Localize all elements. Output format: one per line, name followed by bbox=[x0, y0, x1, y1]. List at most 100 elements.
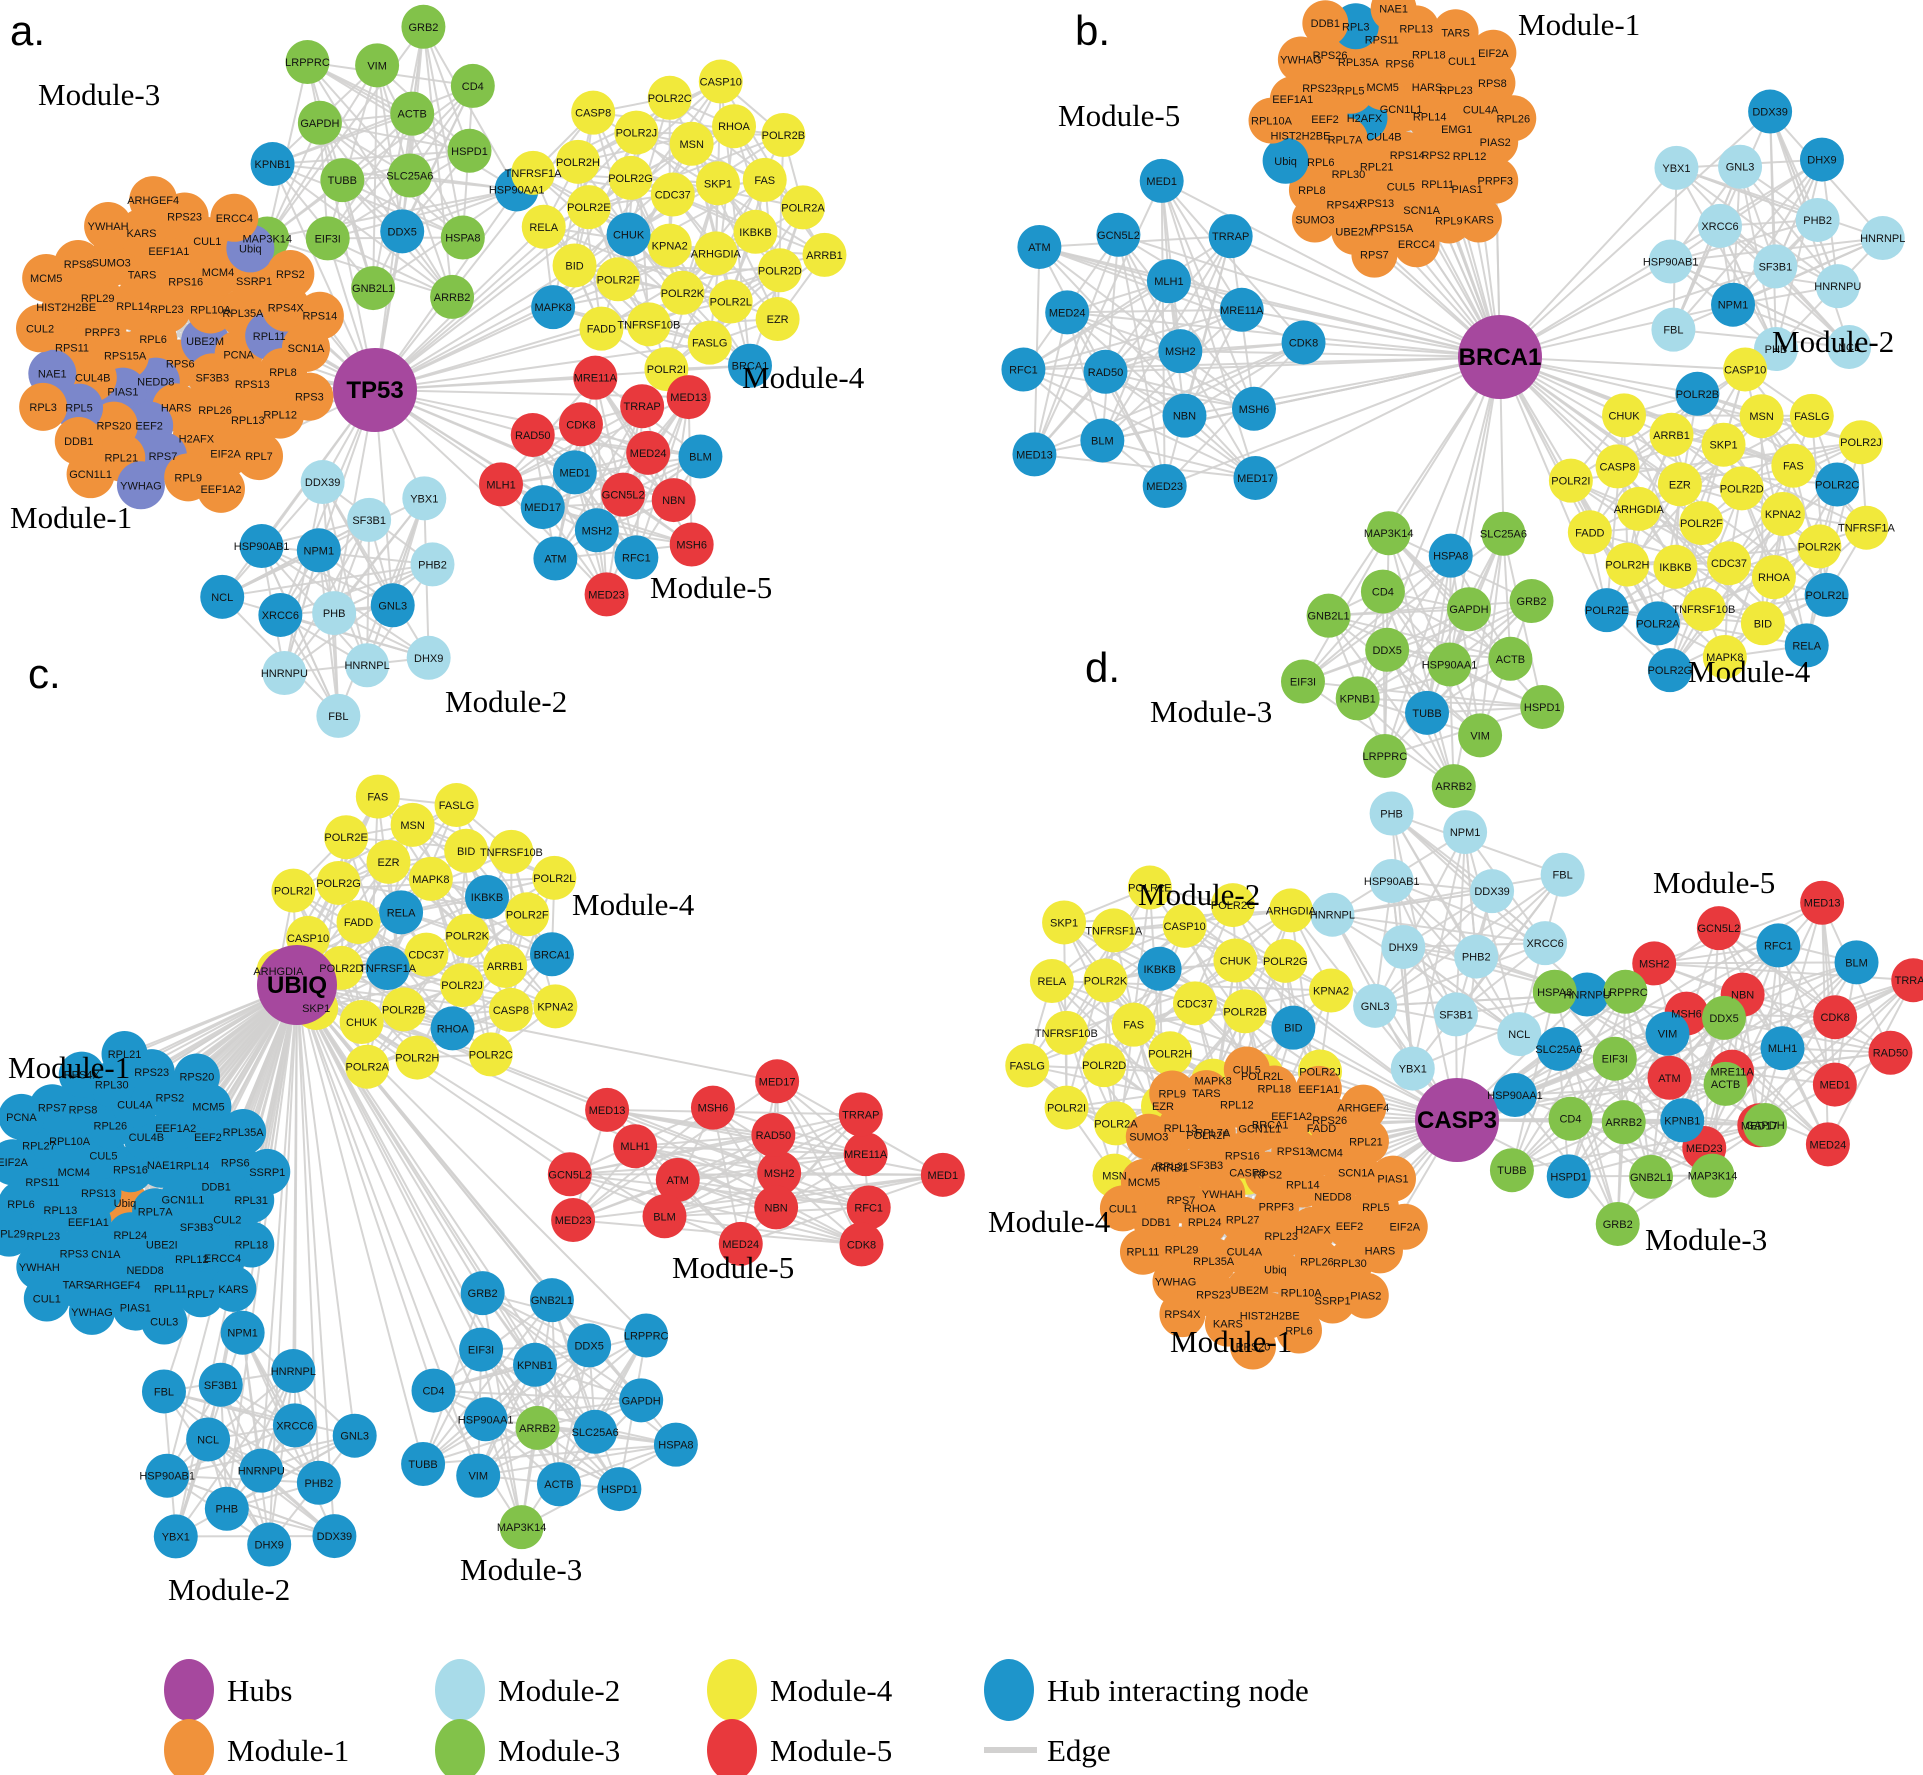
gene-node-MSH6[interactable] bbox=[1231, 386, 1276, 431]
gene-node-RAD50[interactable] bbox=[1083, 349, 1128, 394]
gene-node-ACTB[interactable] bbox=[390, 91, 435, 136]
gene-node-SF3B1[interactable] bbox=[198, 1362, 243, 1407]
gene-node-TRRAP[interactable] bbox=[1208, 214, 1253, 259]
gene-node-BID[interactable] bbox=[1271, 1005, 1316, 1050]
gene-node-IKBKB[interactable] bbox=[1137, 946, 1182, 991]
gene-node-RELA[interactable] bbox=[1784, 623, 1829, 668]
gene-node-CUL1[interactable] bbox=[23, 1275, 70, 1322]
gene-node-SKP1[interactable] bbox=[695, 161, 740, 206]
gene-node-MED17[interactable] bbox=[755, 1059, 800, 1104]
gene-node-FADD[interactable] bbox=[1567, 510, 1612, 555]
gene-node-CD4[interactable] bbox=[411, 1368, 456, 1413]
gene-node-LRPPRC[interactable] bbox=[624, 1313, 669, 1358]
gene-node-HSP90AB1[interactable] bbox=[145, 1453, 190, 1498]
gene-node-KPNB1[interactable] bbox=[1660, 1098, 1705, 1143]
gene-node-FASLG[interactable] bbox=[434, 783, 479, 828]
gene-node-RPL10A[interactable] bbox=[1248, 97, 1295, 144]
gene-node-MED13[interactable] bbox=[585, 1087, 630, 1132]
gene-node-MSH2[interactable] bbox=[1158, 329, 1203, 374]
gene-node-MAP3K14[interactable] bbox=[1690, 1153, 1735, 1198]
gene-node-CASP10[interactable] bbox=[1723, 347, 1768, 392]
gene-node-ATM[interactable] bbox=[1017, 224, 1062, 269]
gene-node-POLR2H[interactable] bbox=[1605, 542, 1650, 587]
gene-node-RFC1[interactable] bbox=[614, 535, 659, 580]
gene-node-BLM[interactable] bbox=[1080, 418, 1125, 463]
gene-node-NPM1[interactable] bbox=[1443, 810, 1488, 855]
gene-node-EIF3I[interactable] bbox=[1592, 1036, 1637, 1081]
gene-node-DDX5[interactable] bbox=[1702, 995, 1747, 1040]
gene-node-HNRNPU[interactable] bbox=[262, 651, 307, 696]
gene-node-FBL[interactable] bbox=[141, 1369, 186, 1414]
gene-node-GAPDH[interactable] bbox=[1446, 587, 1491, 632]
gene-node-ARRB2[interactable] bbox=[1431, 764, 1476, 809]
gene-node-KPNA2[interactable] bbox=[1309, 968, 1354, 1013]
gene-node-POLR2L[interactable] bbox=[532, 855, 577, 900]
hub-node-BRCA1[interactable] bbox=[1458, 315, 1542, 399]
gene-node-POLR2B[interactable] bbox=[761, 113, 806, 158]
gene-node-DDX39[interactable] bbox=[1748, 89, 1793, 134]
gene-node-MAPK8[interactable] bbox=[531, 285, 576, 330]
gene-node-POLR2G[interactable] bbox=[316, 860, 361, 905]
gene-node-MED23[interactable] bbox=[551, 1198, 596, 1243]
gene-node-MAP3K14[interactable] bbox=[499, 1505, 544, 1550]
gene-node-POLR2J[interactable] bbox=[1838, 420, 1883, 465]
gene-node-PHB[interactable] bbox=[312, 591, 357, 636]
gene-node-GCN5L2[interactable] bbox=[547, 1152, 592, 1197]
gene-node-ARRB2[interactable] bbox=[515, 1405, 560, 1450]
gene-node-RPS4X[interactable] bbox=[1159, 1291, 1206, 1338]
gene-node-TNFRSF10B[interactable] bbox=[1681, 587, 1726, 632]
gene-node-RPS20[interactable] bbox=[1229, 1323, 1276, 1370]
gene-node-CASP10[interactable] bbox=[698, 59, 743, 104]
gene-node-MAPK8[interactable] bbox=[1702, 634, 1747, 679]
gene-node-HSPA8[interactable] bbox=[1428, 533, 1473, 578]
gene-node-ERCC4[interactable] bbox=[210, 193, 259, 242]
gene-node-RELA[interactable] bbox=[1029, 959, 1074, 1004]
gene-node-GNL3[interactable] bbox=[1353, 983, 1398, 1028]
gene-node-GAPDH[interactable] bbox=[1743, 1103, 1788, 1148]
gene-node-POLR2B[interactable] bbox=[1223, 989, 1268, 1034]
gene-node-GNB2L1[interactable] bbox=[1306, 593, 1351, 638]
gene-node-POLR2A[interactable] bbox=[345, 1044, 390, 1089]
gene-node-MED1[interactable] bbox=[1139, 158, 1184, 203]
gene-node-RPL9[interactable] bbox=[1149, 1070, 1196, 1117]
gene-node-DHX9[interactable] bbox=[1799, 137, 1844, 182]
gene-node-GAPDH[interactable] bbox=[297, 100, 342, 145]
gene-node-KPNB1[interactable] bbox=[250, 142, 295, 187]
gene-node-HSPD1[interactable] bbox=[597, 1467, 642, 1512]
gene-node-MSH2[interactable] bbox=[1632, 941, 1677, 986]
gene-node-VIM[interactable] bbox=[1458, 713, 1503, 758]
gene-node-GRB2[interactable] bbox=[460, 1271, 505, 1316]
gene-node-CUL2[interactable] bbox=[16, 304, 65, 353]
gene-node-IKBKB[interactable] bbox=[733, 209, 778, 254]
gene-node-POLR2L[interactable] bbox=[1804, 572, 1849, 617]
gene-node-NCL[interactable] bbox=[1497, 1012, 1542, 1057]
gene-node-MLH1[interactable] bbox=[1146, 259, 1191, 304]
gene-node-RHOA[interactable] bbox=[712, 104, 757, 149]
gene-node-MCM5[interactable] bbox=[22, 254, 71, 303]
gene-node-MLH1[interactable] bbox=[613, 1124, 658, 1169]
gene-node-MED13[interactable] bbox=[666, 375, 711, 420]
gene-node-NCL[interactable] bbox=[200, 574, 245, 619]
gene-node-TUBB[interactable] bbox=[1489, 1148, 1534, 1193]
gene-node-PHB2[interactable] bbox=[1795, 197, 1840, 242]
gene-node-HSP90AB1[interactable] bbox=[1369, 858, 1414, 903]
gene-node-RAD50[interactable] bbox=[751, 1113, 796, 1158]
gene-node-HSPD1[interactable] bbox=[1520, 684, 1565, 729]
gene-node-DHX9[interactable] bbox=[406, 635, 451, 680]
gene-node-CDC37[interactable] bbox=[1707, 541, 1752, 586]
gene-node-SKP1[interactable] bbox=[1701, 422, 1746, 467]
gene-node-ARHGEF4[interactable] bbox=[1340, 1084, 1387, 1131]
gene-node-MRE11A[interactable] bbox=[573, 355, 618, 400]
gene-node-TARS[interactable] bbox=[1183, 1070, 1230, 1117]
gene-node-HSPA8[interactable] bbox=[440, 215, 485, 260]
gene-node-PHB[interactable] bbox=[1369, 791, 1414, 836]
gene-node-HSPA8[interactable] bbox=[653, 1422, 698, 1467]
gene-node-PIAS2[interactable] bbox=[1342, 1272, 1389, 1319]
gene-node-ARHGDIA[interactable] bbox=[693, 231, 738, 276]
gene-node-POLR2A[interactable] bbox=[1635, 601, 1680, 646]
gene-node-PRPF3[interactable] bbox=[1472, 157, 1519, 204]
gene-node-MSN[interactable] bbox=[1739, 394, 1784, 439]
gene-node-POLR2E[interactable] bbox=[324, 815, 369, 860]
gene-node-FAS[interactable] bbox=[355, 774, 400, 819]
gene-node-CASP8[interactable] bbox=[488, 987, 533, 1032]
